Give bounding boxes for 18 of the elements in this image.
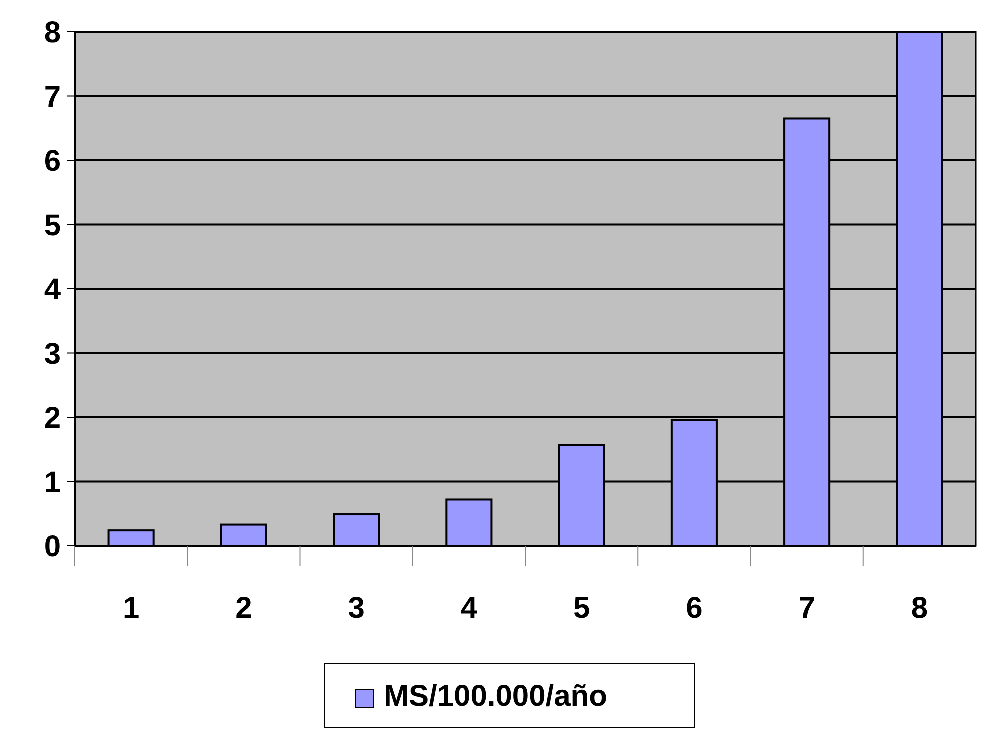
- y-tick-label: 8: [44, 16, 61, 50]
- y-tick-label: 1: [44, 466, 61, 500]
- x-tick-label: 2: [236, 592, 252, 625]
- x-tick-label: 4: [460, 592, 478, 625]
- y-tick-label: 7: [44, 80, 61, 114]
- x-tick-label: 8: [911, 592, 928, 625]
- y-tick-label: 3: [44, 338, 61, 371]
- x-tick-label: 1: [122, 592, 140, 625]
- y-tick-label: 5: [44, 209, 61, 242]
- legend-label: MS/100.000/año: [384, 680, 608, 713]
- x-tick-label: 7: [798, 592, 816, 625]
- y-tick-label: 2: [44, 402, 61, 435]
- y-tick-label: 4: [44, 274, 62, 306]
- y-tick-label: 6: [44, 145, 61, 178]
- x-tick-label: 6: [686, 592, 703, 625]
- x-tick-label: 3: [348, 592, 365, 625]
- x-tick-label: 5: [573, 592, 590, 625]
- y-tick-label: 0: [44, 530, 61, 564]
